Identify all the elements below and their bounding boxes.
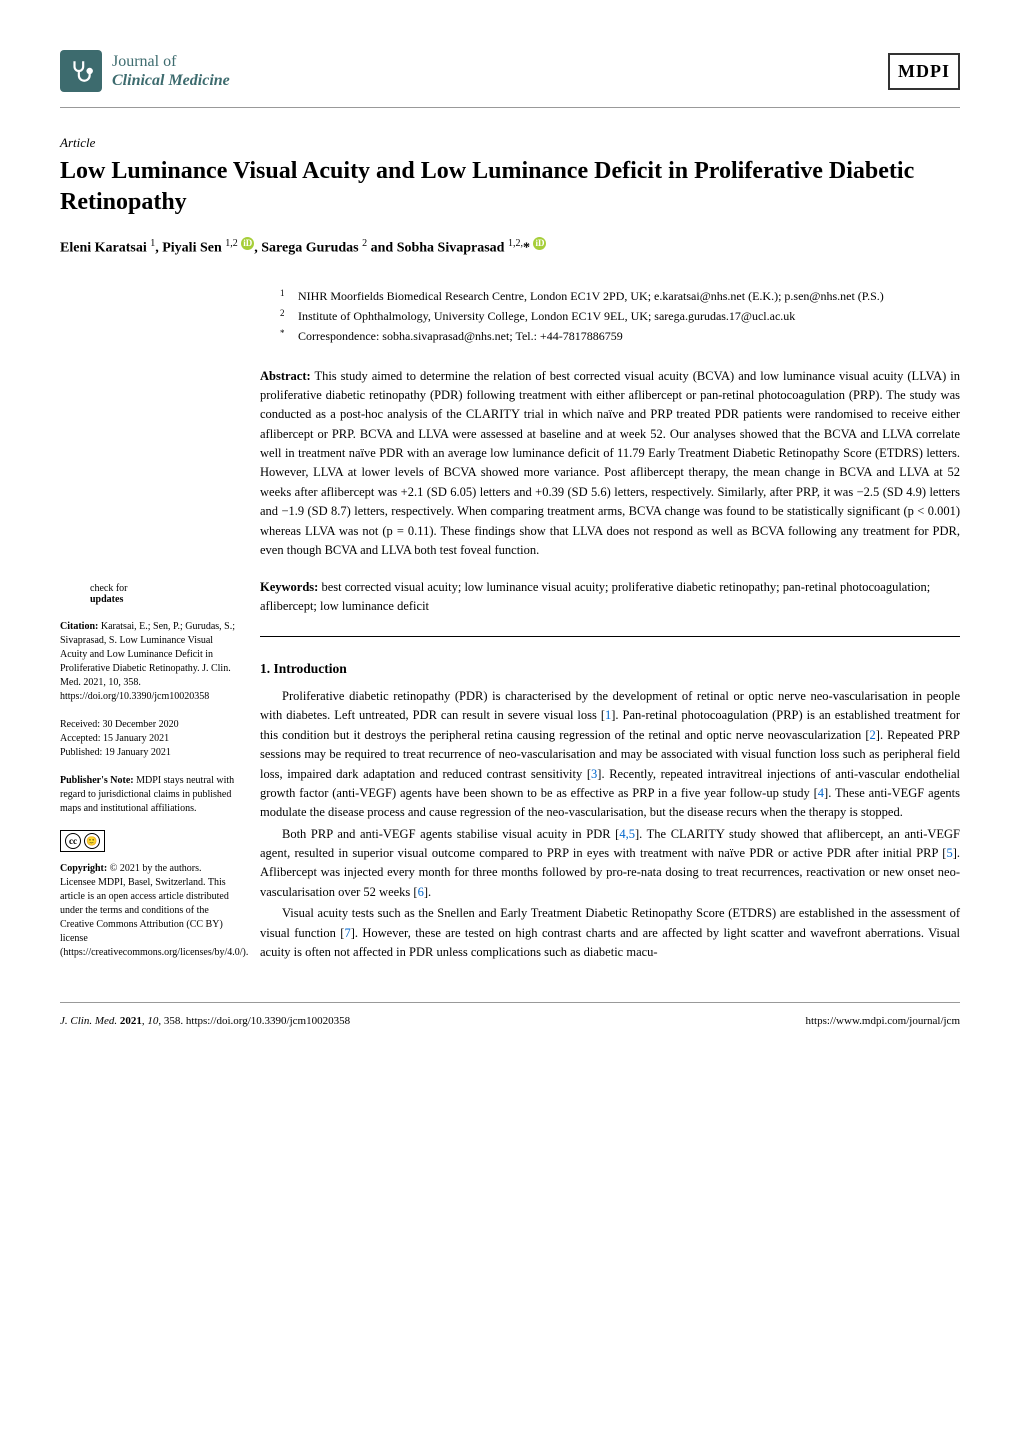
check-line2: updates (90, 594, 127, 605)
footer-right: https://www.mdpi.com/journal/jcm (806, 1013, 961, 1030)
cc-icon: cc (65, 833, 81, 849)
footer-left: J. Clin. Med. 2021, 10, 358. https://doi… (60, 1013, 350, 1030)
keywords-label: Keywords: (260, 580, 318, 594)
intro-paragraph-3: Visual acuity tests such as the Snellen … (260, 904, 960, 962)
keywords: Keywords: best corrected visual acuity; … (260, 578, 960, 616)
journal-name-line1: Journal of (112, 52, 230, 71)
mdpi-logo: MDPI (888, 53, 960, 90)
abstract-label: Abstract: (260, 369, 311, 383)
content-wrap: check for updates Citation: Karatsai, E.… (60, 287, 960, 974)
citation-text: Karatsai, E.; Sen, P.; Gurudas, S.; Siva… (60, 621, 235, 702)
affiliations: 1 NIHR Moorfields Biomedical Research Ce… (280, 287, 960, 345)
affil-num: 2 (280, 307, 290, 325)
affil-num: * (280, 327, 290, 345)
journal-name-line2: Clinical Medicine (112, 71, 230, 90)
check-updates-icon (60, 582, 84, 606)
check-updates-text: check for updates (90, 583, 127, 605)
affiliation-1: 1 NIHR Moorfields Biomedical Research Ce… (280, 287, 960, 305)
accepted-date: Accepted: 15 January 2021 (60, 732, 235, 746)
abstract: Abstract: This study aimed to determine … (260, 367, 960, 561)
correspondence: * Correspondence: sobha.sivaprasad@nhs.n… (280, 327, 960, 345)
authors-line: Eleni Karatsai 1, Piyali Sen 1,2 iD, Sar… (60, 236, 960, 259)
published-date: Published: 19 January 2021 (60, 746, 235, 760)
journal-logo: Journal of Clinical Medicine (60, 50, 230, 92)
affil-text: NIHR Moorfields Biomedical Research Cent… (298, 287, 884, 305)
copyright-text: © 2021 by the authors. Licensee MDPI, Ba… (60, 863, 248, 958)
by-icon: 🙂 (84, 833, 100, 849)
affiliation-2: 2 Institute of Ophthalmology, University… (280, 307, 960, 325)
cc-badge-icon: cc 🙂 (60, 830, 105, 852)
copyright-block: Copyright: © 2021 by the authors. Licens… (60, 862, 235, 960)
abstract-text: This study aimed to determine the relati… (260, 369, 960, 557)
section-divider (260, 636, 960, 637)
keywords-text: best corrected visual acuity; low lumina… (260, 580, 930, 613)
dates-block: Received: 30 December 2020 Accepted: 15 … (60, 718, 235, 760)
sidebar: check for updates Citation: Karatsai, E.… (60, 287, 235, 974)
intro-paragraph-2: Both PRP and anti-VEGF agents stabilise … (260, 825, 960, 903)
check-updates-badge[interactable]: check for updates (60, 582, 235, 606)
citation-label: Citation: (60, 621, 98, 632)
article-type: Article (60, 133, 960, 153)
article-title: Low Luminance Visual Acuity and Low Lumi… (60, 156, 960, 218)
cc-license-badge: cc 🙂 (60, 830, 235, 852)
intro-paragraph-1: Proliferative diabetic retinopathy (PDR)… (260, 687, 960, 823)
affil-text: Institute of Ophthalmology, University C… (298, 307, 795, 325)
main-content: 1 NIHR Moorfields Biomedical Research Ce… (260, 287, 960, 974)
affil-num: 1 (280, 287, 290, 305)
section-heading-intro: 1. Introduction (260, 659, 960, 679)
publisher-note-label: Publisher's Note: (60, 775, 134, 786)
stethoscope-icon (60, 50, 102, 92)
publisher-note-block: Publisher's Note: MDPI stays neutral wit… (60, 774, 235, 816)
page-header: Journal of Clinical Medicine MDPI (60, 50, 960, 108)
journal-name: Journal of Clinical Medicine (112, 52, 230, 90)
copyright-label: Copyright: (60, 863, 107, 874)
intro-body: Proliferative diabetic retinopathy (PDR)… (260, 687, 960, 962)
orcid-icon: iD (241, 237, 254, 250)
citation-block: Citation: Karatsai, E.; Sen, P.; Gurudas… (60, 620, 235, 704)
orcid-icon: iD (533, 237, 546, 250)
received-date: Received: 30 December 2020 (60, 718, 235, 732)
check-line1: check for (90, 583, 127, 594)
page-footer: J. Clin. Med. 2021, 10, 358. https://doi… (60, 1002, 960, 1030)
affil-text: Correspondence: sobha.sivaprasad@nhs.net… (298, 327, 623, 345)
